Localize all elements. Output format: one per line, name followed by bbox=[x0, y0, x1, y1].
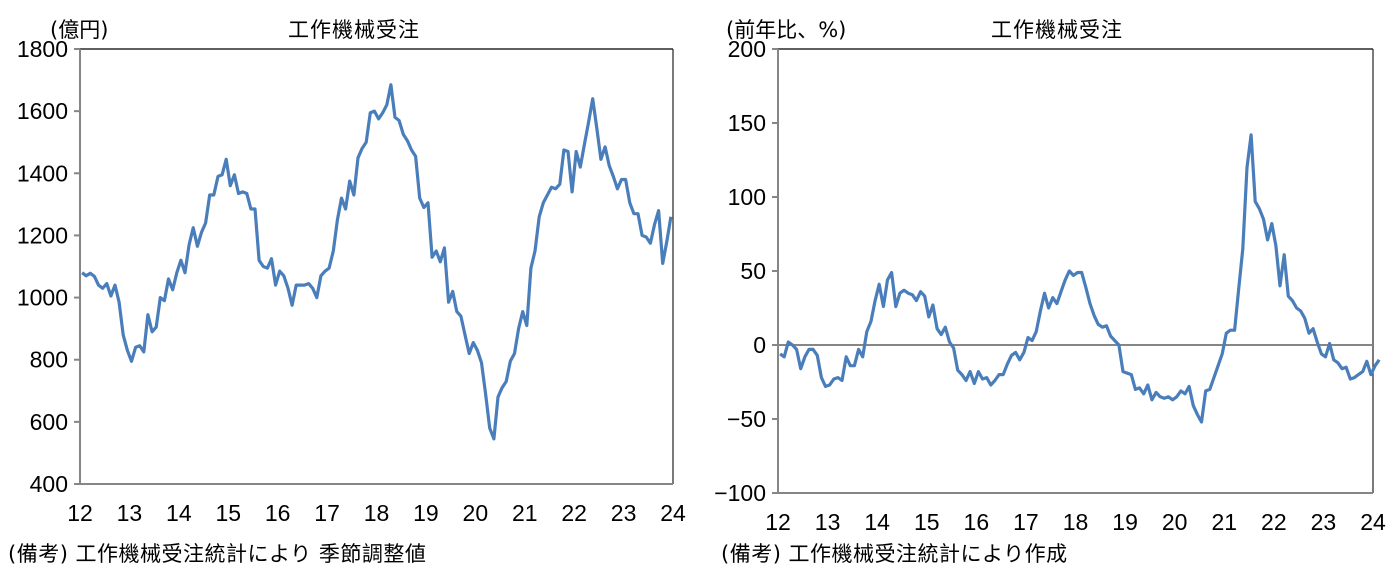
right-x-tick-label: 18 bbox=[1063, 509, 1089, 535]
left-y-unit-label: (億円) bbox=[50, 18, 109, 42]
right-line-chart: −100 −50 0 50 100 150 200 12 13 14 15 16 17 18 19 20 21 2… bbox=[714, 36, 1386, 535]
right-x-tick-label: 23 bbox=[1311, 509, 1337, 535]
right-y-tick-label: 50 bbox=[740, 258, 766, 284]
left-x-tick-label: 12 bbox=[67, 500, 93, 526]
right-x-tick-label: 16 bbox=[964, 509, 990, 535]
left-data-line bbox=[81, 83, 673, 441]
right-y-tick-label: 0 bbox=[753, 332, 766, 358]
left-x-tick-label: 14 bbox=[166, 500, 192, 526]
right-y-tick-label: 150 bbox=[728, 110, 766, 136]
right-chart-title: 工作機械受注 bbox=[991, 18, 1123, 42]
left-y-tick-label: 1000 bbox=[17, 285, 68, 311]
left-y-tick-label: 1200 bbox=[17, 222, 68, 248]
left-y-tick-label: 1600 bbox=[17, 98, 68, 124]
right-x-tick-label: 22 bbox=[1261, 509, 1287, 535]
right-x-tick-label: 24 bbox=[1360, 509, 1386, 535]
right-data-line bbox=[779, 133, 1381, 424]
left-x-tick-label: 21 bbox=[512, 500, 538, 526]
right-chart-panel: (前年比、%) 工作機械受注 −100 −50 0 50 100 150 200 12 13 14… bbox=[693, 0, 1386, 575]
right-x-tick-label: 12 bbox=[765, 509, 791, 535]
right-y-tick-label: −50 bbox=[727, 406, 766, 432]
left-x-tick-label: 20 bbox=[463, 500, 489, 526]
right-y-tick-label: 200 bbox=[728, 36, 766, 62]
right-y-tick-label: −100 bbox=[714, 480, 766, 506]
right-y-tick-label: 100 bbox=[728, 184, 766, 210]
left-x-tick-label: 16 bbox=[265, 500, 291, 526]
left-chart-note: (備考) 工作機械受注統計により 季節調整値 bbox=[8, 542, 427, 566]
left-x-tick-label: 18 bbox=[364, 500, 390, 526]
right-x-tick-label: 13 bbox=[815, 509, 841, 535]
left-x-tick-label: 24 bbox=[660, 500, 686, 526]
left-x-tick-label: 17 bbox=[314, 500, 340, 526]
right-x-tick-label: 14 bbox=[864, 509, 890, 535]
left-y-tick-label: 1400 bbox=[17, 160, 68, 186]
left-chart-panel: (億円) 工作機械受注 400 600 800 1000 1200 1400 1600 180… bbox=[8, 18, 686, 566]
left-x-tick-label: 23 bbox=[611, 500, 637, 526]
left-line-chart: 400 600 800 1000 1200 1400 1600 1800 12 13 14 15 16 1… bbox=[17, 36, 686, 526]
left-x-tick-label: 15 bbox=[215, 500, 241, 526]
right-y-unit-label: (前年比、%) bbox=[726, 18, 847, 42]
left-y-tick-label: 600 bbox=[30, 409, 68, 435]
right-x-tick-label: 15 bbox=[914, 509, 940, 535]
right-x-tick-label: 20 bbox=[1162, 509, 1188, 535]
right-x-tick-label: 17 bbox=[1013, 509, 1039, 535]
left-x-tick-label: 19 bbox=[413, 500, 439, 526]
right-x-tick-label: 19 bbox=[1112, 509, 1138, 535]
right-chart-note: (備考) 工作機械受注統計により作成 bbox=[721, 542, 1068, 566]
left-chart-title: 工作機械受注 bbox=[288, 18, 420, 42]
left-y-tick-label: 400 bbox=[30, 471, 68, 497]
left-y-tick-label: 800 bbox=[30, 347, 68, 373]
left-x-tick-label: 22 bbox=[561, 500, 587, 526]
left-x-tick-label: 13 bbox=[117, 500, 143, 526]
right-x-tick-label: 21 bbox=[1211, 509, 1237, 535]
left-y-tick-label: 1800 bbox=[17, 36, 68, 62]
